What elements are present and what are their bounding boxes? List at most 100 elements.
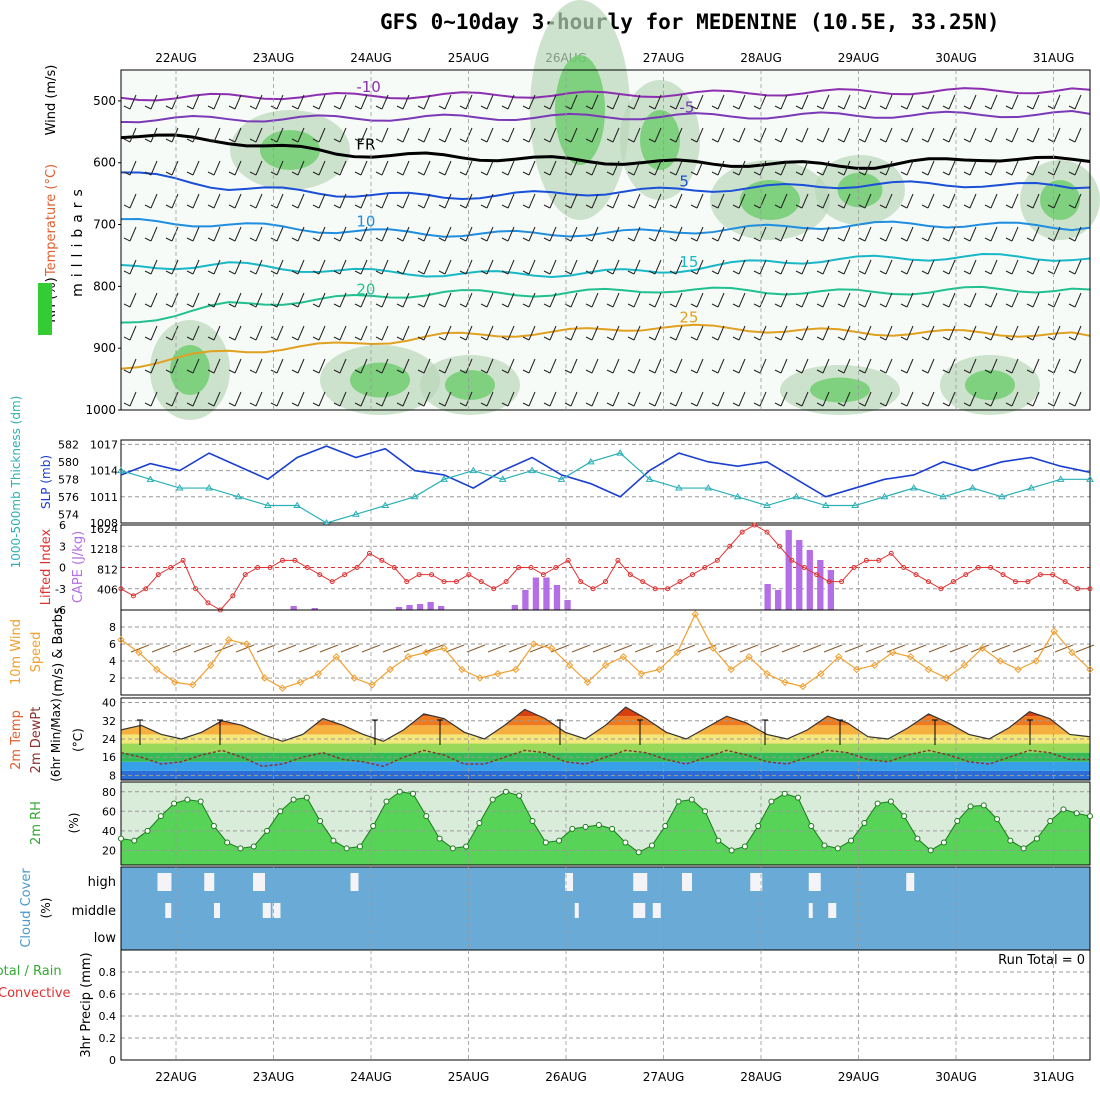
- lifted-marker: [1087, 586, 1093, 592]
- wind-barb: [528, 292, 536, 308]
- wind-speed-marker: [799, 682, 807, 691]
- wind-barb-flag: [144, 138, 152, 143]
- thickness-marker: [528, 466, 536, 474]
- wind-barb-flag: [354, 138, 362, 143]
- wind-barb: [990, 160, 998, 176]
- wind-barb: [864, 226, 872, 242]
- wind-barb-flag: [837, 336, 845, 341]
- wind-barb: [1032, 358, 1040, 374]
- wind-barb: [927, 358, 935, 374]
- wind-speed-marker: [745, 653, 753, 661]
- wind-barb-flag: [186, 237, 194, 242]
- wind-speed-marker: [835, 653, 843, 661]
- wind-barb-flag: [921, 171, 929, 176]
- wind-barb-flag: [1047, 402, 1055, 407]
- cape-axis-label: CAPE (J/kg): [71, 531, 86, 603]
- wind-barb-flag: [312, 171, 320, 176]
- cape-bar: [427, 602, 434, 610]
- rh-marker: [702, 808, 709, 815]
- wind-barb-flag: [249, 336, 257, 341]
- cloud-high-bar: [633, 873, 648, 891]
- wind-barb-flag: [900, 270, 908, 275]
- thickness-marker: [1056, 475, 1065, 482]
- wind-barb-flag: [501, 204, 509, 209]
- temp-band: [121, 707, 1090, 717]
- wind-barb-flag: [795, 402, 803, 407]
- wind-barb: [507, 358, 515, 374]
- rh-marker: [569, 825, 576, 832]
- wind-barb: [948, 325, 956, 341]
- wind-unit-label: (m/s) & Barbs: [51, 607, 66, 697]
- wind-barb: [885, 292, 893, 308]
- minmax-axis-label: (6hr Min/Max): [49, 698, 63, 782]
- rh-marker: [144, 827, 151, 834]
- thickness-marker: [733, 492, 742, 500]
- wind-barb: [339, 94, 347, 110]
- wind-barb: [927, 391, 935, 407]
- wind-speed-marker: [207, 661, 215, 669]
- rh-shade-high: [445, 370, 495, 400]
- wind-barb: [486, 160, 494, 176]
- cape-bar: [785, 530, 792, 610]
- wind-barb: [717, 325, 725, 341]
- wind-barb-flag: [690, 204, 698, 209]
- lifted-marker: [789, 557, 795, 563]
- wind-barb: [570, 94, 578, 110]
- cloud-high-label: high: [88, 875, 116, 890]
- lifted-marker: [416, 572, 422, 578]
- surface-barb: [466, 644, 486, 653]
- precip-total-legend: Total / Rain: [0, 964, 62, 979]
- date-label-top: 29AUG: [838, 51, 880, 65]
- thickness-marker: [557, 475, 566, 482]
- wind-barb: [486, 127, 494, 143]
- wind-barb-flag: [354, 270, 362, 275]
- surface-barb: [928, 644, 948, 653]
- wind-barb-flag: [144, 270, 152, 275]
- wind-barb-flag: [816, 270, 824, 275]
- temp-axis-group: 2m Temp: [9, 710, 24, 770]
- wind-barb: [1053, 226, 1061, 242]
- rh-marker: [940, 839, 947, 846]
- wind-speed-marker: [1032, 657, 1040, 665]
- temp-axis-group-4: (°C): [71, 728, 85, 752]
- lifted-marker: [242, 572, 248, 578]
- cloud-mid-bar: [262, 903, 271, 918]
- wind-barb-flag: [921, 402, 929, 407]
- surface-barb: [445, 644, 465, 653]
- lifted-marker: [615, 557, 621, 563]
- wind-barb-flag: [648, 171, 656, 176]
- wind-barb-flag: [648, 369, 656, 374]
- cloud-mid-bar: [808, 903, 813, 918]
- cape-bar: [543, 577, 550, 610]
- wind-barb: [255, 292, 263, 308]
- wind-barb-flag: [543, 204, 551, 209]
- wind-barb-flag: [963, 336, 971, 341]
- wind-barb: [675, 358, 683, 374]
- surface-barb: [1075, 644, 1095, 653]
- thickness-marker: [821, 501, 830, 509]
- wind-barb: [1032, 127, 1040, 143]
- surface-barb: [655, 644, 675, 653]
- wind-barb: [738, 259, 746, 275]
- wind-barb: [423, 358, 431, 374]
- wind-barb-flag: [144, 237, 152, 242]
- wind-barb: [360, 358, 368, 374]
- wind-barb-flag: [879, 402, 887, 407]
- wind-barb: [1011, 292, 1019, 308]
- wind-barb-flag: [396, 171, 404, 176]
- wind-barb-flag: [921, 105, 929, 110]
- wind-barb: [1053, 160, 1061, 176]
- wind-barb-flag: [396, 237, 404, 242]
- lifted-marker: [689, 572, 695, 578]
- wind-barb: [381, 226, 389, 242]
- wind-barb-flag: [312, 402, 320, 407]
- wind-barb: [675, 127, 683, 143]
- rh-marker: [609, 825, 616, 832]
- wind-barb-flag: [606, 270, 614, 275]
- wind-barb: [381, 94, 389, 110]
- rh-marker: [489, 796, 496, 803]
- wind-axis-label: 10m Wind: [9, 619, 24, 685]
- lifted-marker: [640, 579, 646, 585]
- cape-bar: [806, 550, 813, 610]
- wind-barb: [234, 325, 242, 341]
